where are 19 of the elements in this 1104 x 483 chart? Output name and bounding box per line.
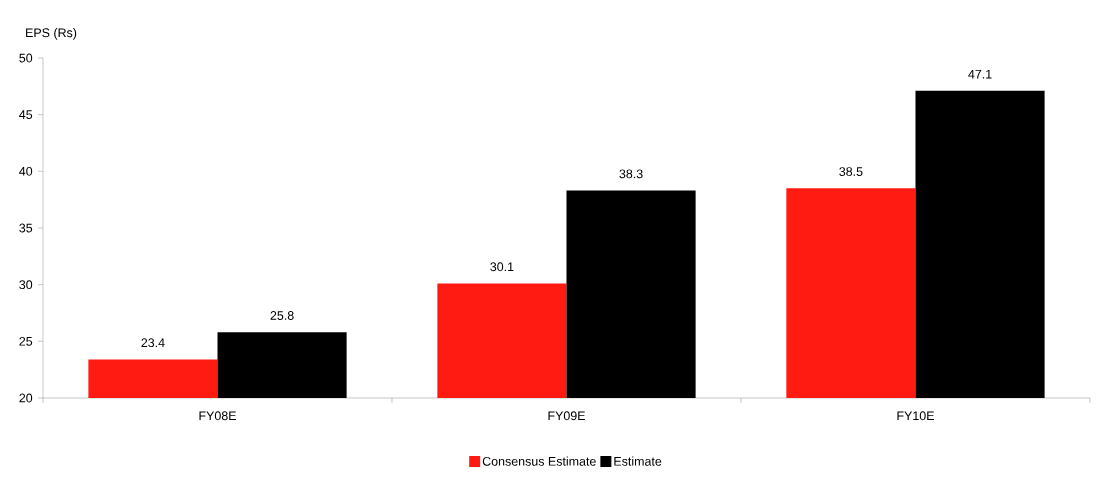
y-tick-label: 45 <box>19 110 33 119</box>
data-label: 38.5 <box>839 167 863 176</box>
legend-label: Estimate <box>614 456 662 466</box>
x-tick-label: FY10E <box>897 411 934 421</box>
data-label: 25.8 <box>270 311 294 320</box>
x-tick-label: FY09E <box>548 411 585 421</box>
y-tick-label: 25 <box>19 336 33 346</box>
legend-label: Consensus Estimate <box>482 456 596 466</box>
data-label: 30.1 <box>490 262 514 272</box>
y-tick-label: 40 <box>19 166 33 176</box>
y-tick-label: 35 <box>19 223 33 233</box>
y-tick-label: 20 <box>19 393 33 403</box>
y-axis-title: EPS (Rs) <box>26 28 77 40</box>
data-label: 38.3 <box>619 169 643 179</box>
y-tick-label: 30 <box>19 280 33 290</box>
x-tick-label: FY08E <box>199 411 236 421</box>
data-label: 23.4 <box>141 338 165 348</box>
data-label: 47.1 <box>968 69 992 79</box>
y-tick-label: 50 <box>19 53 33 63</box>
